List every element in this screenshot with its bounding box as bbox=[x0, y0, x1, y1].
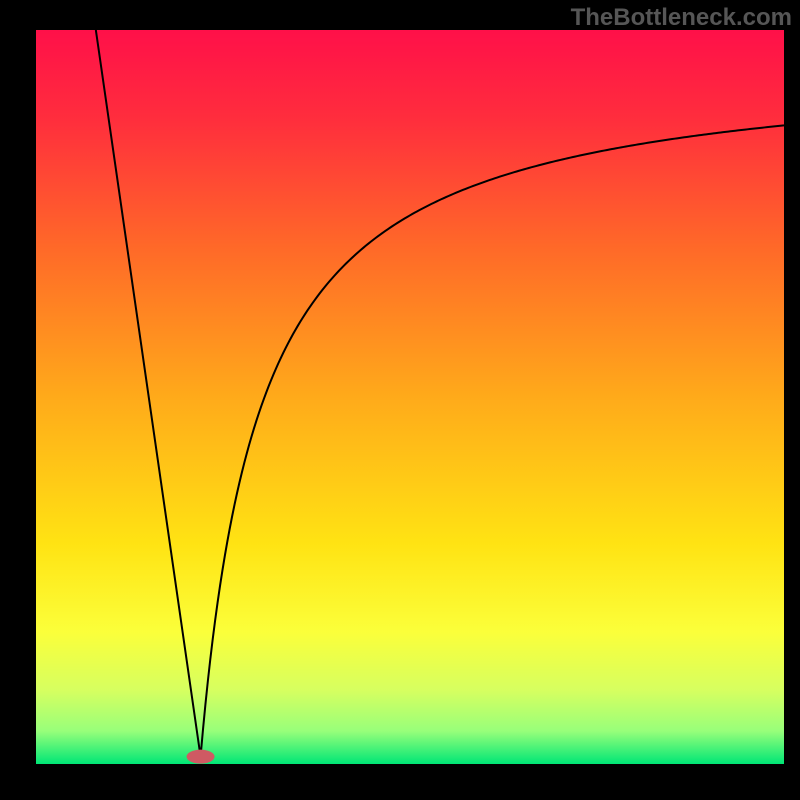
optimal-point-marker bbox=[187, 750, 215, 764]
plot-svg bbox=[36, 30, 784, 764]
plot-area bbox=[36, 30, 784, 764]
watermark: TheBottleneck.com bbox=[571, 4, 792, 32]
